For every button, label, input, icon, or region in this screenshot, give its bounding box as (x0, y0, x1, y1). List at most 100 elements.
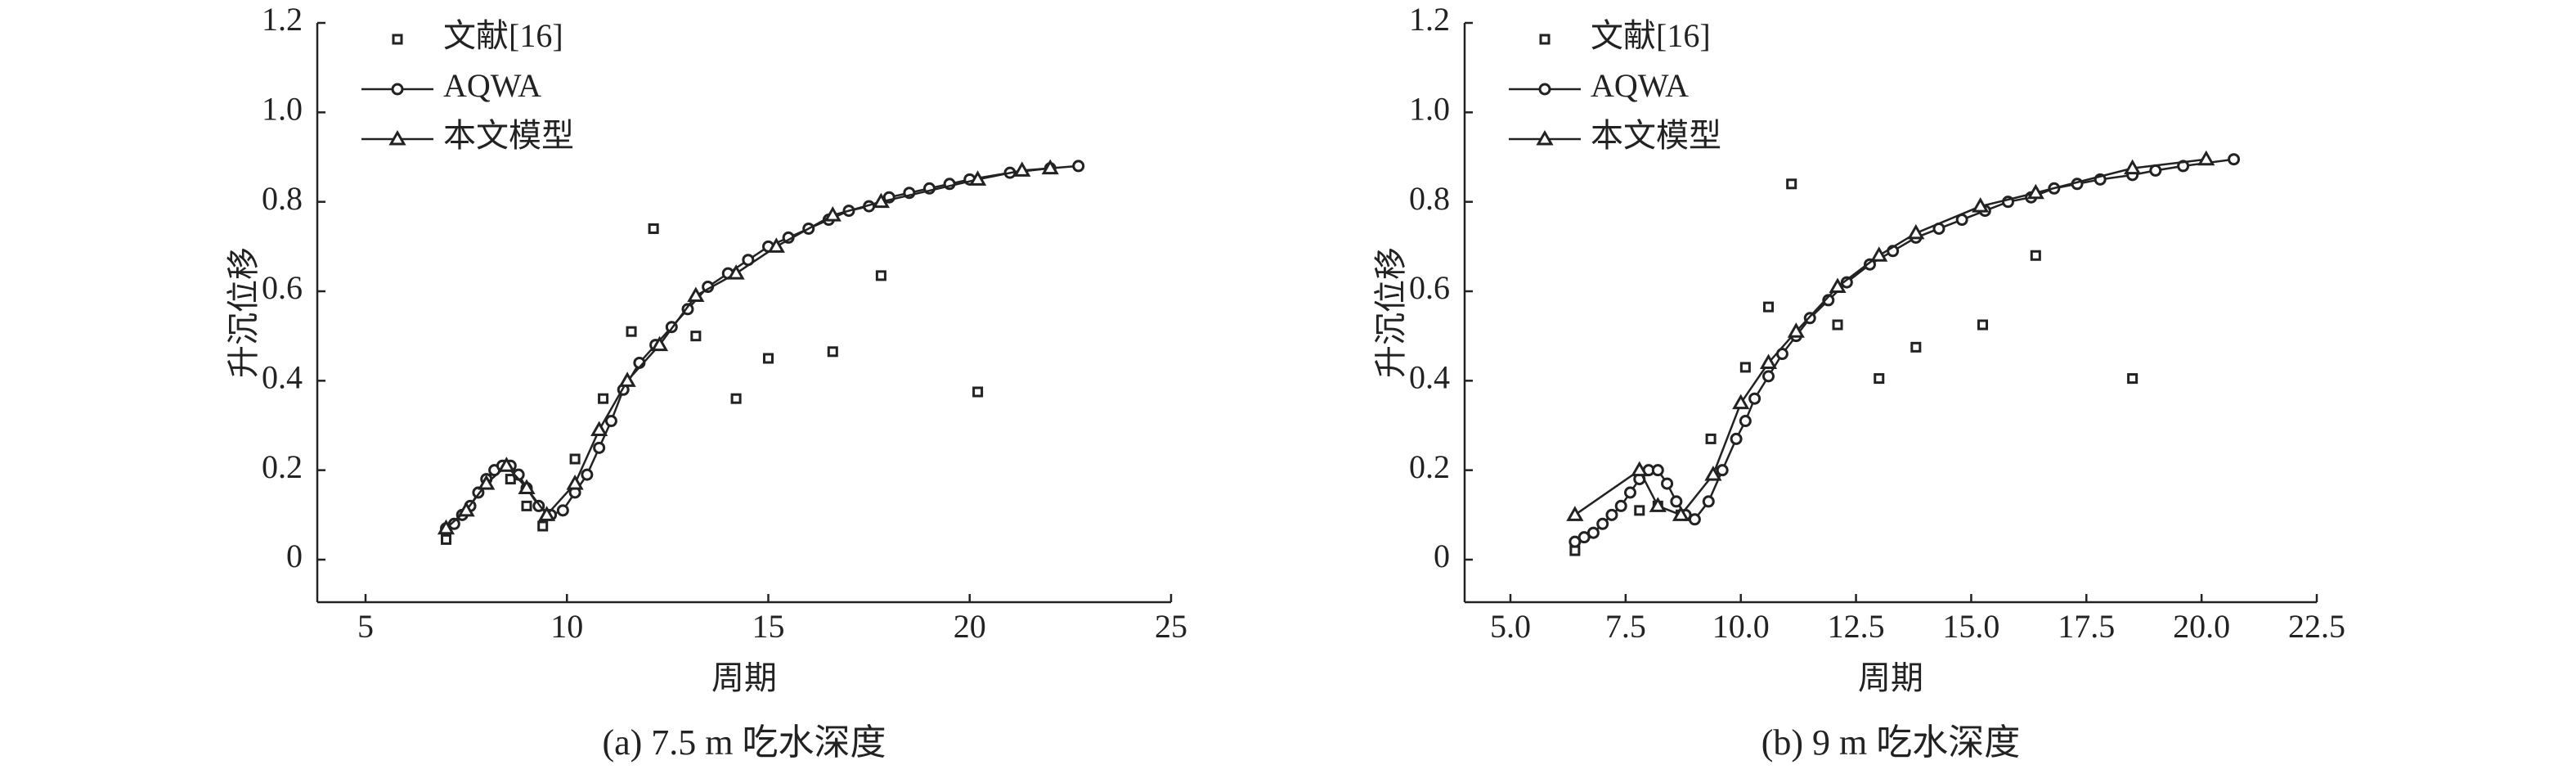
triangle-marker (767, 237, 785, 253)
triangle-marker (969, 170, 987, 186)
x-axis-label: 周期 (1858, 659, 1923, 696)
square-marker (730, 393, 742, 404)
square-marker (2030, 250, 2041, 261)
series (1568, 153, 2241, 548)
caption: (b) 9 m 吃水深度 (1761, 722, 2021, 763)
x-tick-label: 20 (954, 608, 986, 645)
square-marker (1977, 319, 1989, 331)
y-tick-label: 0.8 (1409, 180, 1450, 217)
square-marker (1832, 319, 1843, 331)
circle-marker (556, 504, 569, 517)
x-tick-label: 20.0 (2173, 608, 2230, 645)
triangle-marker (518, 479, 536, 495)
triangle-marker (1649, 497, 1667, 512)
x-tick-label: 10.0 (1712, 608, 1770, 645)
triangle-marker (538, 506, 556, 521)
y-tick-label: 0.2 (262, 448, 303, 485)
x-tick-label: 10 (550, 608, 583, 645)
x-tick-label: 7.5 (1605, 608, 1646, 645)
triangle-marker (1041, 159, 1059, 175)
circle-marker (1623, 486, 1636, 499)
triangle-marker (457, 501, 475, 517)
square-marker (972, 386, 984, 398)
y-tick-label: 1.0 (1409, 91, 1450, 128)
y-tick-label: 0.2 (1409, 448, 1450, 485)
square-marker (569, 453, 581, 465)
triangle-marker (1870, 246, 1888, 262)
legend-label: AQWA (443, 67, 541, 104)
legend-label: 本文模型 (1591, 117, 1721, 154)
triangle-marker (497, 457, 515, 472)
y-tick-label: 1.2 (262, 1, 303, 38)
square-marker (690, 331, 702, 342)
circle-marker (593, 441, 606, 454)
circle-marker (391, 83, 404, 96)
series (1569, 178, 2138, 556)
series (1566, 150, 2215, 521)
triangle-marker (824, 206, 841, 222)
legend-label: 本文模型 (443, 117, 574, 154)
y-tick-label: 0 (1434, 538, 1450, 574)
y-tick-label: 1.2 (1409, 1, 1450, 38)
circle-marker (1670, 495, 1683, 508)
legend-label: AQWA (1591, 67, 1689, 104)
triangle-marker (2026, 183, 2044, 200)
circle-marker (2228, 153, 2241, 166)
x-tick-label: 5.0 (1490, 608, 1531, 645)
circle-marker (1702, 495, 1715, 508)
square-marker (2127, 373, 2138, 385)
series-line (445, 164, 1079, 529)
circle-marker (447, 517, 460, 530)
y-tick-label: 0.6 (262, 269, 303, 306)
circle-marker (1072, 160, 1085, 173)
x-tick-label: 22.5 (2288, 608, 2345, 645)
circle-marker (1688, 513, 1701, 526)
y-tick-label: 0 (286, 538, 303, 574)
y-tick-label: 0.4 (262, 359, 303, 396)
circle-marker (1863, 258, 1876, 271)
triangle-marker (1907, 223, 1925, 240)
triangle-marker (590, 421, 608, 436)
triangle-marker (2124, 159, 2142, 175)
circle-marker (1739, 415, 1752, 428)
y-axis-label: 升沉位移 (225, 247, 262, 378)
y-tick-label: 1.0 (262, 91, 303, 128)
square-marker (537, 520, 549, 532)
series (440, 160, 1085, 535)
x-tick-label: 15 (752, 608, 785, 645)
circle-marker (1730, 432, 1743, 445)
caption: (a) 7.5 m 吃水深度 (602, 722, 886, 763)
square-marker (1634, 505, 1645, 516)
x-tick-label: 17.5 (2058, 608, 2115, 645)
series (437, 159, 1059, 535)
square-marker (1786, 178, 1797, 190)
triangle-marker (1631, 461, 1649, 477)
legend-label: 文献[16] (1591, 17, 1711, 54)
series-line (1574, 158, 2234, 543)
square-marker (1874, 373, 1885, 385)
square-marker (521, 500, 532, 511)
x-tick-label: 12.5 (1828, 608, 1885, 645)
square-marker (392, 34, 403, 45)
triangle-marker (388, 129, 406, 146)
triangle-marker (650, 335, 669, 352)
y-axis-label: 升沉位移 (1372, 247, 1409, 378)
x-tick-label: 25 (1155, 608, 1187, 645)
triangle-marker (1759, 353, 1778, 369)
square-marker (1739, 362, 1751, 373)
triangle-marker (437, 519, 456, 535)
square-marker (648, 223, 659, 234)
square-marker (1539, 34, 1551, 45)
x-tick-label: 15.0 (1942, 608, 1999, 645)
square-marker (763, 353, 774, 364)
triangle-marker (687, 286, 705, 302)
circle-marker (1568, 535, 1582, 548)
y-tick-label: 0.6 (1409, 269, 1450, 306)
triangle-marker (1013, 161, 1031, 177)
square-marker (827, 346, 838, 358)
square-marker (1910, 341, 1922, 353)
x-axis-label: 周期 (711, 659, 777, 696)
x-tick-label: 5 (357, 608, 374, 645)
